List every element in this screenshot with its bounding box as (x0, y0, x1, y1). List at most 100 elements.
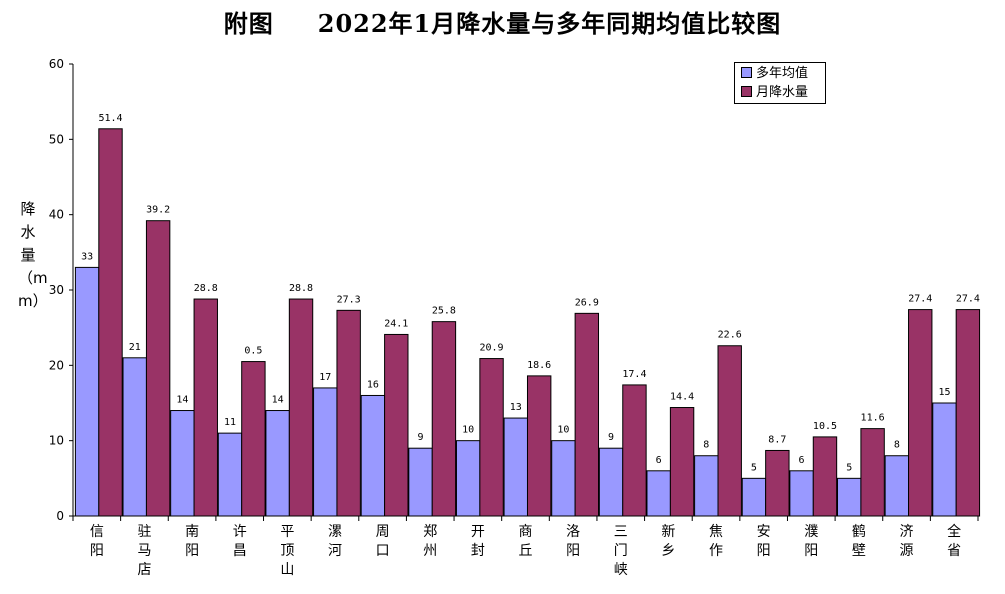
data-label: 11.6 (861, 413, 885, 424)
bar-average (408, 447, 433, 517)
x-tick-label: 安阳 (757, 524, 771, 559)
y-tick-label: 60 (49, 57, 64, 71)
bar-average (598, 447, 624, 517)
data-label: 16 (367, 379, 379, 390)
title-prefix: 附图 (223, 9, 274, 38)
data-label: 28.8 (194, 283, 218, 294)
bar-monthly (431, 321, 457, 517)
data-label: 26.9 (575, 297, 599, 308)
y-tick-label: 20 (49, 358, 64, 372)
x-tick-label: 平顶山 (280, 524, 294, 578)
data-label: 10.5 (813, 421, 837, 432)
data-label: 13 (510, 402, 522, 413)
bar-monthly (479, 358, 504, 517)
bar-monthly (98, 128, 123, 517)
data-label: 5 (846, 462, 852, 473)
bar-average (789, 470, 814, 517)
bar-monthly (717, 345, 742, 517)
bar-average (265, 410, 290, 517)
legend-item-average: 多年均值 (741, 65, 808, 83)
bar-monthly (574, 312, 600, 517)
bar-monthly (193, 298, 218, 517)
data-label: 15 (938, 387, 950, 398)
data-label: 27.4 (908, 294, 932, 305)
bar-monthly (860, 428, 885, 517)
bar-average (503, 417, 528, 517)
bar-monthly (765, 449, 790, 517)
bar-monthly (241, 361, 266, 517)
bar-average (170, 410, 195, 517)
data-label: 14.4 (670, 392, 694, 403)
data-label: 22.6 (718, 330, 742, 341)
data-label: 10 (557, 425, 569, 436)
x-tick-label: 郑州 (423, 524, 437, 559)
bar-average (837, 477, 862, 517)
data-label: 6 (799, 455, 805, 466)
data-label: 28.8 (289, 283, 313, 294)
data-label: 18.6 (527, 360, 551, 371)
bar-monthly (145, 220, 171, 517)
legend-swatch-monthly (741, 86, 752, 97)
title-text: 2022年1月降水量与多年同期均值比较图 (317, 9, 782, 38)
data-label: 21 (129, 342, 141, 353)
data-label: 20.9 (480, 343, 504, 354)
data-label: 14 (272, 395, 284, 406)
bar-average (313, 387, 338, 517)
bar-monthly (384, 333, 409, 517)
bar-monthly (622, 384, 647, 517)
y-tick-label: 0 (56, 509, 64, 523)
data-label: 5 (751, 462, 757, 473)
data-label: 6 (656, 455, 662, 466)
x-tick-label: 许昌 (233, 524, 247, 559)
bar-monthly (908, 309, 933, 517)
data-label: 8 (894, 440, 900, 451)
data-label: 8.7 (768, 434, 786, 445)
data-label: 27.4 (956, 294, 980, 305)
bar-average (360, 394, 386, 517)
x-tick-label: 焦作 (709, 524, 723, 559)
x-tick-label: 商丘 (519, 524, 533, 559)
x-tick-label: 洛阳 (566, 524, 580, 559)
data-label: 9 (608, 432, 614, 443)
x-tick-label: 濮阳 (804, 524, 818, 559)
bar-average (217, 432, 243, 517)
data-label: 8 (703, 440, 709, 451)
legend-label-monthly: 月降水量 (756, 85, 809, 100)
bar-average (74, 266, 100, 517)
data-label: 27.3 (337, 294, 361, 305)
x-tick-label: 开封 (471, 524, 485, 559)
x-tick-label: 全省 (947, 523, 961, 559)
data-label: 17 (319, 372, 331, 383)
bar-average (932, 402, 957, 517)
x-tick-label: 三门峡 (614, 524, 628, 578)
x-tick-label: 南阳 (185, 524, 199, 559)
data-label: 11 (224, 417, 236, 428)
data-label: 0.5 (244, 346, 262, 357)
bar-average (455, 440, 481, 517)
data-label: 24.1 (384, 318, 408, 329)
x-tick-label: 信阳 (90, 524, 104, 559)
x-tick-label: 济源 (900, 524, 914, 559)
data-label: 51.4 (98, 113, 122, 124)
legend-swatch-average (741, 67, 752, 78)
bar-average (122, 357, 147, 517)
bar-monthly (812, 436, 838, 517)
data-label: 10 (462, 425, 474, 436)
bar-monthly (336, 309, 361, 517)
bar-monthly (288, 298, 314, 517)
bar-monthly (526, 375, 552, 517)
bar-average (646, 470, 671, 517)
bar-average (884, 455, 910, 517)
y-axis-label: 降水量（mm） (18, 200, 48, 310)
data-label: 9 (418, 432, 424, 443)
y-tick-label: 50 (49, 132, 64, 146)
data-label: 25.8 (432, 306, 456, 317)
x-tick-label: 鹤壁 (852, 524, 866, 559)
x-tick-label: 新乡 (661, 524, 675, 559)
bar-monthly (669, 407, 695, 517)
legend-item-monthly: 月降水量 (741, 84, 808, 102)
bar-average (551, 440, 576, 517)
data-label: 17.4 (622, 369, 646, 380)
y-tick-label: 30 (49, 283, 64, 297)
